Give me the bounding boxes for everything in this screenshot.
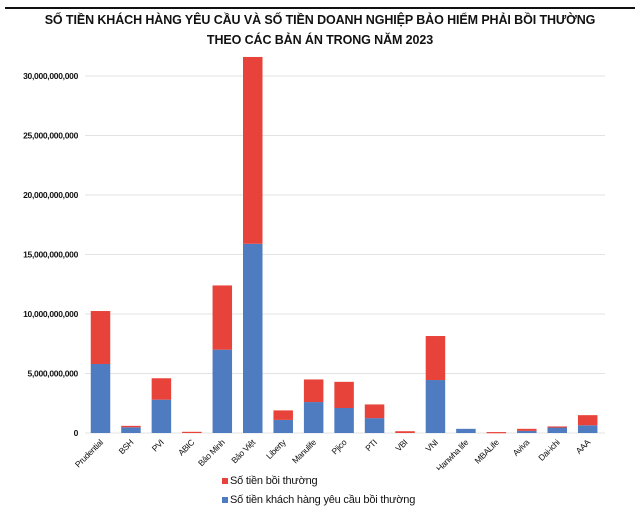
chart-title-line-1: SỐ TIỀN KHÁCH HÀNG YÊU CẦU VÀ SỐ TIỀN DO… [44, 13, 596, 27]
bar-segment-boi-thuong [303, 379, 324, 403]
bar-segment-boi-thuong [182, 431, 202, 434]
x-tick-label: Hanwha life [434, 437, 471, 470]
y-tick-label: 0 [74, 428, 79, 438]
bar-segment-boi-thuong [273, 410, 293, 420]
x-tick-label: VBI [393, 437, 409, 453]
y-tick-label: 30,000,000,000 [23, 71, 78, 81]
x-tick-label: Aviva [511, 437, 532, 458]
bar-segment-khach-hang-yeu-cau [243, 243, 263, 433]
bar-segment-khach-hang-yeu-cau [273, 419, 293, 433]
bar-segment-boi-thuong [577, 415, 598, 426]
y-tick-label: 10,000,000,000 [23, 309, 78, 319]
x-tick-label: BSH [117, 437, 136, 456]
bar-segment-boi-thuong [547, 426, 567, 428]
x-tick-label: Bảo Minh [196, 437, 227, 468]
bar-segment-khach-hang-yeu-cau [90, 363, 111, 433]
x-tick-label: ABIC [176, 437, 196, 457]
bar-segment-khach-hang-yeu-cau [151, 399, 172, 433]
bar-segment-boi-thuong [121, 425, 141, 428]
y-tick-label: 5,000,000,000 [28, 369, 79, 379]
legend-item-boi-thuong: Số tiền bồi thường [222, 475, 318, 487]
bar-segment-khach-hang-yeu-cau [456, 428, 476, 433]
bar-segment-boi-thuong [243, 56, 263, 244]
bar-segment-khach-hang-yeu-cau [364, 418, 385, 433]
y-axis-ticks: 0 5,000,000,000 10,000,000,000 15,000,000,0… [23, 71, 79, 438]
legend-label: Số tiền bồi thường [230, 475, 318, 487]
stacked-bar-chart: 0 5,000,000,000 10,000,000,000 15,000,000,0… [23, 56, 605, 470]
bar-segment-khach-hang-yeu-cau [334, 408, 354, 433]
bar-segment-boi-thuong [90, 311, 111, 364]
y-tick-label: 20,000,000,000 [23, 190, 78, 200]
bar-segment-khach-hang-yeu-cau [547, 427, 567, 433]
bar-segment-boi-thuong [334, 381, 354, 409]
bar-segment-khach-hang-yeu-cau [425, 380, 446, 433]
x-tick-label: Liberty [264, 437, 288, 461]
y-tick-label: 15,000,000,000 [23, 250, 78, 260]
x-tick-label: PVI [150, 437, 166, 453]
bar-segment-boi-thuong [151, 378, 172, 400]
top-rule [5, 7, 635, 9]
bar-segment-khach-hang-yeu-cau [121, 427, 141, 433]
bar-segment-boi-thuong [425, 336, 446, 381]
bars [90, 56, 598, 434]
bar-segment-khach-hang-yeu-cau [212, 349, 233, 433]
y-tick-label: 25,000,000,000 [23, 131, 78, 141]
legend-swatch-red [222, 478, 228, 484]
x-tick-label: Prudential [73, 437, 105, 469]
bar-segment-khach-hang-yeu-cau [577, 425, 598, 433]
legend-label: Số tiền khách hàng yêu cầu bồi thường [230, 494, 416, 506]
bar-segment-khach-hang-yeu-cau [303, 402, 324, 433]
bar-segment-khach-hang-yeu-cau [517, 430, 537, 433]
x-tick-label: Bảo Việt [229, 437, 258, 466]
x-tick-label: VNI [423, 437, 439, 453]
x-axis-ticks: Prudential BSH PVI ABIC Bảo Minh Bảo Việt Libe… [73, 437, 593, 470]
bar-segment-boi-thuong [364, 404, 385, 419]
x-tick-label: AAA [574, 437, 593, 456]
x-tick-label: PTI [363, 437, 379, 453]
legend-swatch-blue [222, 497, 228, 503]
bar-segment-boi-thuong [395, 431, 415, 433]
chart-title-line-2: THEO CÁC BẢN ÁN TRONG NĂM 2023 [206, 33, 434, 47]
bar-segment-boi-thuong [486, 432, 507, 434]
x-tick-label: Dai-ichi [536, 437, 562, 463]
x-tick-label: Pjico [329, 437, 348, 456]
bar-segment-boi-thuong [517, 428, 537, 431]
x-tick-label: Manulife [290, 437, 318, 465]
bar-segment-boi-thuong [212, 285, 233, 350]
x-tick-label: MBALife [472, 437, 501, 466]
legend-item-khach-hang-yeu-cau: Số tiền khách hàng yêu cầu bồi thường [222, 494, 415, 506]
